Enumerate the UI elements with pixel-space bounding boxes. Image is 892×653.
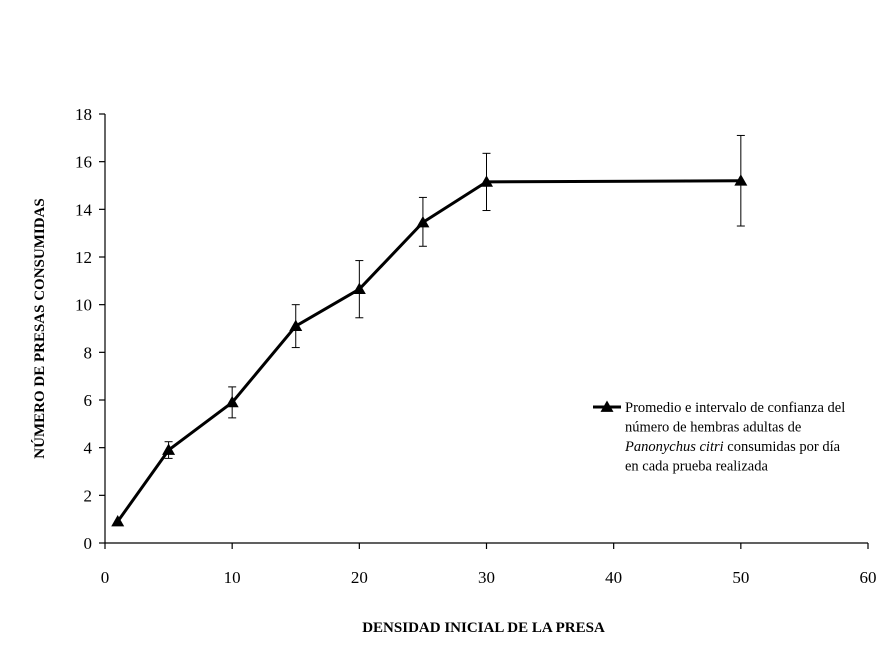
y-tick-label: 12: [75, 248, 92, 267]
data-point-triangle: [225, 395, 239, 408]
y-tick-label: 0: [84, 534, 93, 553]
y-axis-title: NÚMERO DE PRESAS CONSUMIDAS: [31, 198, 48, 458]
x-tick-label: 0: [101, 568, 110, 587]
legend-text-line: Panonychus citri consumidas por día: [624, 439, 841, 455]
x-tick-label: 40: [605, 568, 622, 587]
data-point-triangle: [734, 174, 748, 186]
y-tick-label: 10: [75, 296, 92, 315]
data-point-triangle: [480, 175, 493, 187]
legend-text-line: Promedio e intervalo de confianza del: [625, 400, 845, 416]
x-tick-label: 20: [351, 568, 368, 587]
y-tick-label: 14: [75, 200, 93, 219]
x-tick-label: 10: [224, 568, 241, 587]
legend-marker-triangle: [600, 400, 614, 412]
x-tick-label: 60: [860, 568, 877, 587]
legend-text-line: número de hembras adultas de: [625, 420, 801, 436]
y-tick-label: 16: [75, 153, 92, 172]
y-tick-label: 18: [75, 105, 92, 124]
data-point-triangle: [162, 443, 176, 455]
legend-text-segment: consumidas por día: [724, 439, 841, 455]
y-tick-label: 4: [84, 439, 93, 458]
data-point-triangle: [352, 282, 366, 295]
legend-text-segment: Promedio e intervalo de confianza del: [625, 400, 845, 416]
data-point-triangle: [289, 319, 303, 331]
data-point-triangle: [111, 515, 125, 527]
x-axis-title: DENSIDAD INICIAL DE LA PRESA: [362, 620, 605, 636]
legend-text-segment: Panonychus citri: [624, 439, 724, 455]
legend-text-line: en cada prueba realizada: [625, 459, 768, 475]
legend-text-segment: número de hembras adultas de: [625, 420, 801, 436]
plot-area: 0 2 4 6 8 10 12 14 16 18 0 10 20 30 40 50 60: [75, 105, 877, 587]
y-tick-label: 6: [84, 391, 93, 410]
x-tick-label: 50: [732, 568, 749, 587]
data-point-triangle: [416, 215, 430, 228]
y-tick-label: 8: [84, 343, 93, 362]
y-tick-label: 2: [84, 486, 93, 505]
x-tick-label: 30: [478, 568, 495, 587]
legend-text-segment: en cada prueba realizada: [625, 459, 768, 475]
series-line: [116, 179, 741, 523]
legend: Promedio e intervalo de confianza del núm…: [593, 400, 845, 475]
